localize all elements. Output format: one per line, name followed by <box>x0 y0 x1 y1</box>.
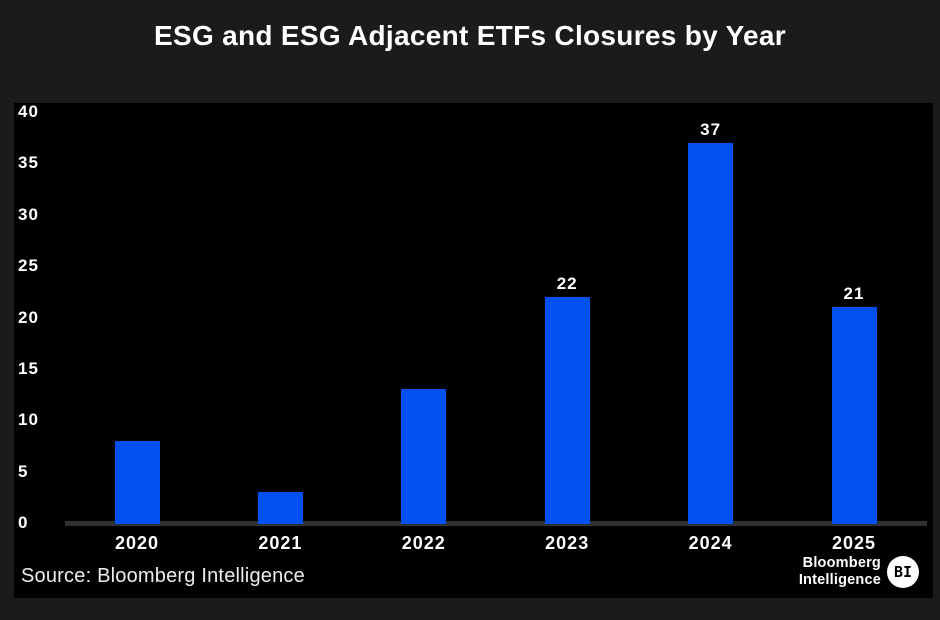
y-axis-tick-label: 5 <box>18 461 29 481</box>
bar-2025 <box>831 307 877 524</box>
bar-value-label: 37 <box>700 119 722 139</box>
x-axis-tick-label-2021: 2021 <box>258 533 303 553</box>
y-axis-tick-label: 10 <box>18 410 39 430</box>
y-axis-tick-label: 30 <box>18 204 39 224</box>
y-axis-tick-label: 20 <box>18 307 39 327</box>
bar-value-label: 22 <box>556 273 578 293</box>
bar-2022 <box>401 389 447 524</box>
plot-area: 0 5 10 15 20 25 30 35 40 22 37 21 2020 2021 2022 2023… <box>14 102 933 598</box>
bar-2021 <box>257 492 303 524</box>
y-axis-tick-label: 40 <box>18 102 39 121</box>
x-axis-tick-label-2024: 2024 <box>688 533 733 553</box>
y-axis-tick-label: 0 <box>18 513 29 532</box>
source-attribution: Source: Bloomberg Intelligence <box>21 565 305 587</box>
bi-circle-icon: BI <box>887 556 919 588</box>
bloomberg-intelligence-logo: Bloomberg Intelligence BI <box>799 555 919 589</box>
x-axis-tick-label-2020: 2020 <box>114 533 160 553</box>
y-axis-tick-label: 25 <box>18 256 39 276</box>
x-axis-line <box>65 521 927 526</box>
bar-2024 <box>688 142 734 524</box>
logo-line-2: Intelligence <box>798 572 881 588</box>
bar-value-label: 21 <box>843 284 865 304</box>
bar-2020 <box>114 440 160 524</box>
bloomberg-intelligence-wordmark: Bloomberg Intelligence <box>799 555 881 589</box>
logo-line-1: Bloomberg <box>802 555 881 571</box>
x-axis-tick-label-2022: 2022 <box>401 533 446 553</box>
y-axis-tick-label: 15 <box>18 358 39 378</box>
x-axis-tick-label-2025: 2025 <box>831 533 877 553</box>
y-axis-tick-label: 35 <box>18 153 39 173</box>
bar-2023 <box>544 296 590 524</box>
chart-title: ESG and ESG Adjacent ETFs Closures by Ye… <box>154 20 786 51</box>
x-axis-tick-label-2023: 2023 <box>545 533 590 553</box>
